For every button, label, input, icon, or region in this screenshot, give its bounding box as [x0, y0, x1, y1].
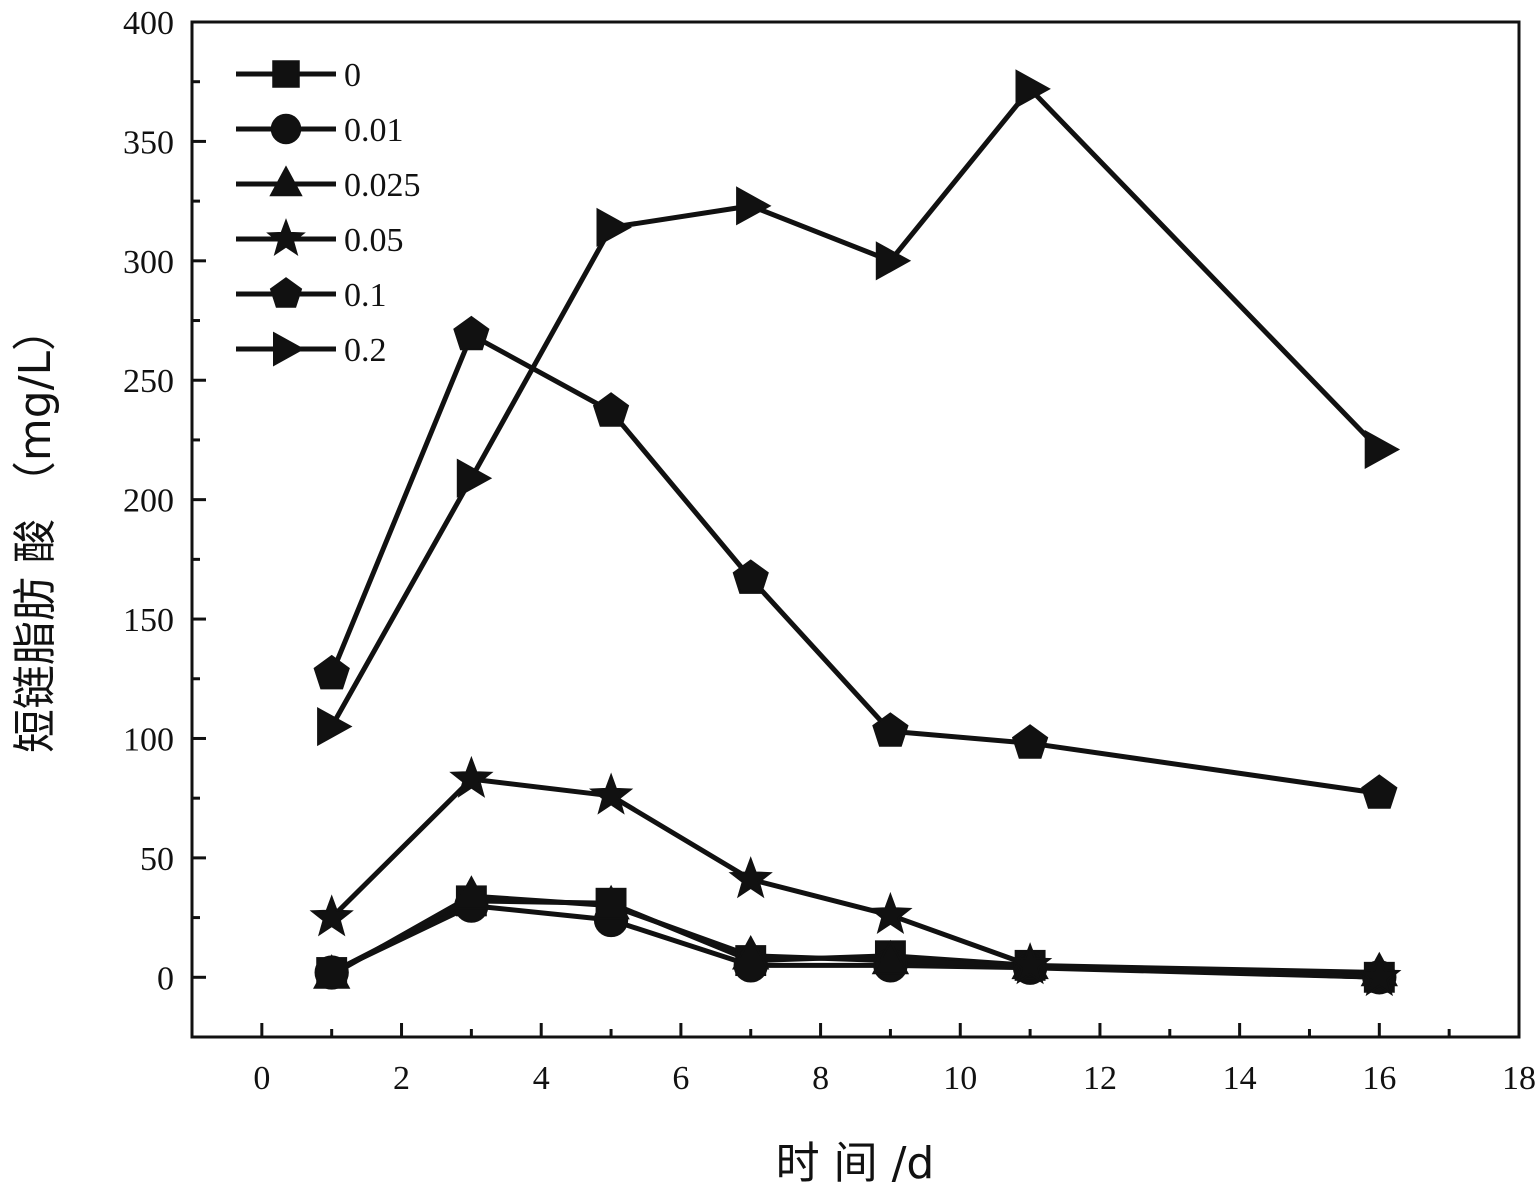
y-tick-label: 400 [123, 5, 174, 42]
x-tick-label: 8 [812, 1060, 829, 1097]
x-tick-label: 0 [253, 1060, 270, 1097]
data-point-0-2 [596, 207, 632, 247]
data-point-0-1 [592, 392, 630, 427]
y-tick-label: 150 [123, 602, 174, 639]
legend-label: 0.1 [344, 277, 387, 314]
series-line-0-01 [330, 903, 1380, 980]
series-line-0-05 [329, 776, 1380, 980]
data-point-0-2 [875, 241, 912, 281]
legend-label: 0.05 [344, 222, 404, 259]
data-point-0-2 [456, 458, 493, 498]
x-tick-label: 12 [1083, 1060, 1117, 1097]
data-point-0-025 [732, 934, 770, 970]
data-point-0-2 [1015, 69, 1051, 109]
y-tick-label: 300 [123, 244, 174, 281]
y-tick-label: 100 [123, 721, 174, 758]
data-point-0-2 [1364, 429, 1401, 469]
y-tick-label: 0 [157, 960, 174, 997]
data-point-0-1 [453, 315, 490, 351]
x-tick-label: 6 [672, 1060, 689, 1097]
legend-label: 0.025 [344, 167, 421, 204]
legend-label: 0 [344, 57, 361, 94]
series-lines [329, 86, 1382, 980]
data-point-0-05 [449, 755, 494, 798]
y-tick-label: 350 [123, 124, 174, 161]
x-axis-title: 时 间 /d [776, 1138, 935, 1189]
data-point-0-05 [1007, 942, 1053, 985]
legend-marker-circle [270, 113, 302, 145]
legend-marker-triangle-right [273, 331, 305, 367]
x-tick-label: 16 [1362, 1060, 1396, 1097]
y-tick-label: 200 [123, 483, 174, 520]
legend-marker-star [266, 218, 306, 256]
data-point-0-05 [868, 891, 913, 935]
legend-entry-0-2: 0.2 [236, 331, 387, 369]
y-tick-label: 50 [140, 841, 174, 878]
data-point-0-1 [732, 559, 769, 594]
y-axis-title: 短链脂肪 酸 （mg/L） [10, 307, 61, 753]
data-point-0-1 [872, 712, 909, 747]
legend-entry-0-025: 0.025 [236, 165, 421, 204]
data-point-0-2 [736, 186, 772, 226]
series-line-0-1 [329, 332, 1380, 796]
data-point-0-05 [728, 856, 773, 899]
y-tick-label: 250 [123, 363, 174, 400]
legend-entry-0-1: 0.1 [236, 277, 387, 314]
x-tick-label: 14 [1223, 1060, 1257, 1097]
data-point-0-1 [1011, 724, 1049, 759]
legend-entry-0: 0 [236, 57, 361, 94]
legend-marker-square [272, 60, 300, 88]
x-tick-label: 18 [1502, 1060, 1536, 1097]
data-point-0-05 [588, 772, 634, 815]
legend-entry-0-01: 0.01 [236, 112, 404, 149]
data-point-0-1 [313, 654, 350, 690]
data-point-0-05 [309, 894, 354, 937]
data-point-0-025 [871, 939, 910, 975]
legend-marker-triangle-up [269, 165, 303, 197]
legend-marker-pentagon [269, 277, 303, 308]
legend: 0 0.01 0.025 0.05 0.1 0.2 [236, 57, 421, 369]
series-line-0-2 [329, 86, 1382, 728]
data-point-0-025 [452, 875, 491, 910]
x-tick-label: 4 [533, 1060, 550, 1097]
data-point-0-05 [1357, 954, 1402, 997]
legend-label: 0.01 [344, 112, 404, 149]
x-tick-label: 2 [393, 1060, 410, 1097]
plot-frame [190, 20, 1521, 1039]
legend-label: 0.2 [344, 332, 387, 369]
data-point-0-1 [1361, 774, 1398, 809]
data-point-0-025 [592, 884, 630, 920]
data-point-0-025 [313, 954, 351, 989]
axis-ticks: 0 2 4 6 8 10 12 14 16 18 0 50 100 150 200 250 300 350 400 [123, 5, 1536, 1097]
data-point-0-2 [317, 707, 353, 747]
x-tick-label: 10 [943, 1060, 977, 1097]
series-markers [309, 69, 1402, 997]
legend-entry-0-05: 0.05 [236, 218, 404, 259]
